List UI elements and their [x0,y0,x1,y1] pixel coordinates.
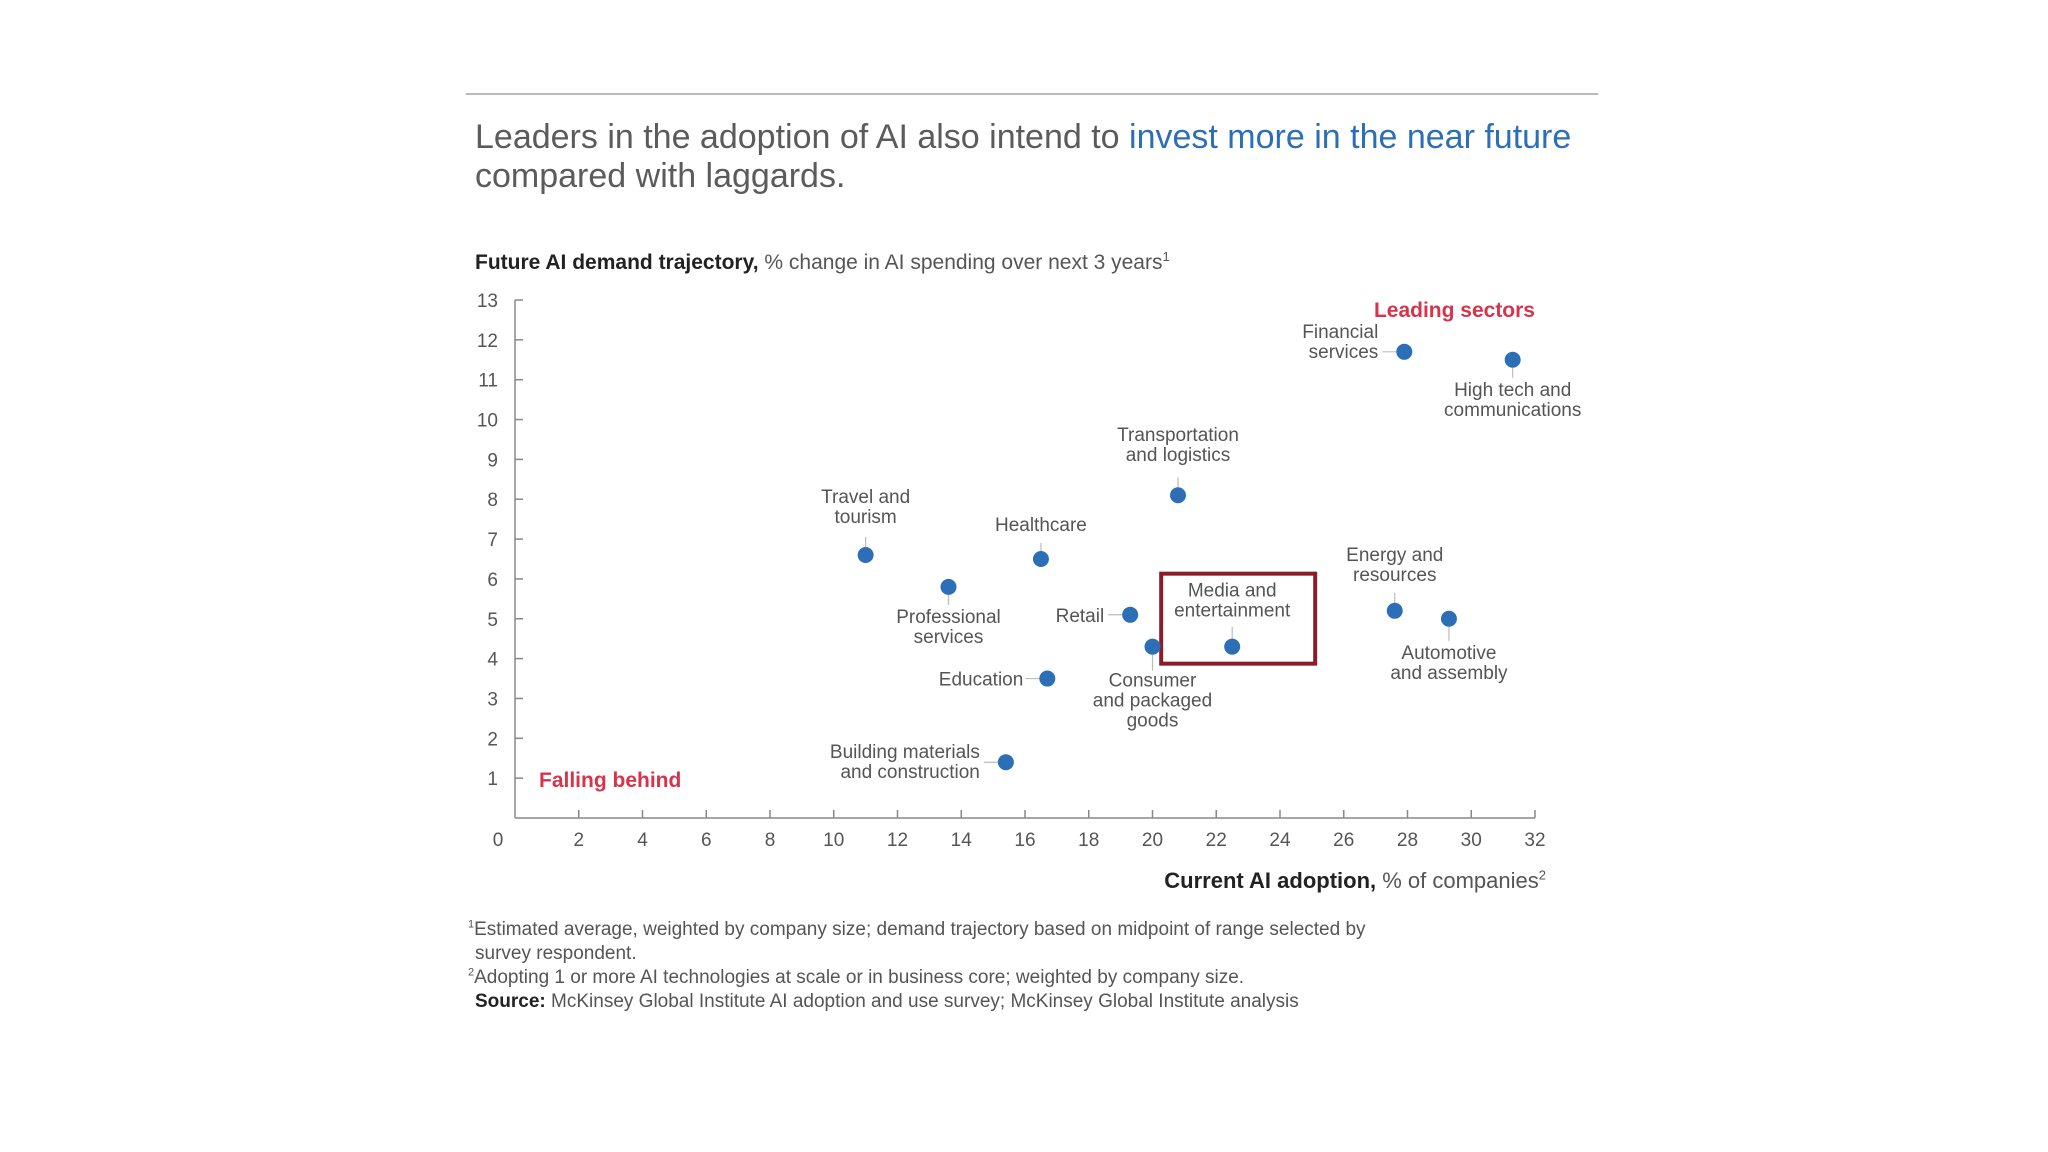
data-point [857,547,874,564]
highlight-box [1159,571,1318,666]
x-tick-label: 10 [823,830,844,851]
footnote-2-sup: 2 [468,966,475,979]
y-axis-title-rest: % change in AI spending over next 3 year… [758,251,1163,274]
x-tick-label: 12 [887,830,908,851]
data-point [1504,351,1521,368]
source-text: McKinsey Global Institute AI adoption an… [545,991,1299,1012]
x-axis-title: Current AI adoption, % of companies2 [1164,868,1546,894]
footnote-1: 1Estimated average, weighted by company … [468,918,1588,942]
point-label: Healthcare [995,515,1087,536]
footnote-1-line2: survey respondent. [475,943,637,964]
y-tick-label: 8 [487,490,498,511]
data-point [1396,343,1413,360]
data-point [940,578,957,595]
footnote-2: 2Adopting 1 or more AI technologies at s… [468,966,1588,990]
data-point [1224,638,1241,655]
y-tick-label: 4 [487,650,498,671]
top-divider [466,93,1598,95]
headline-highlight: invest more in the near future [1129,118,1572,156]
data-point [1440,610,1457,627]
y-tick-label: 2 [487,729,498,750]
y-axis-title: Future AI demand trajectory, % change in… [475,249,1170,275]
y-tick-label: 5 [487,610,498,631]
annotation-leading-sectors: Leading sectors [1374,299,1535,322]
source-label: Source: [475,991,546,1012]
headline-part2: compared with laggards. [475,157,846,195]
x-tick-label: 30 [1461,830,1482,851]
point-label: Travel and tourism [821,487,910,528]
x-tick-label: 4 [637,830,648,851]
footnote-2-text: Adopting 1 or more AI technologies at sc… [474,967,1245,988]
footnote-1-sup: 1 [468,918,475,931]
y-axis-title-bold: Future AI demand trajectory, [475,251,759,274]
x-tick-label: 18 [1078,830,1099,851]
point-label: Education [939,670,1024,691]
x-tick-label: 20 [1142,830,1163,851]
x-tick-label: 8 [765,830,776,851]
point-label: Professional services [896,607,1001,648]
x-axis-title-bold: Current AI adoption, [1164,868,1377,893]
data-point [1170,487,1186,504]
point-label: Financial services [1302,322,1378,363]
headline-part1: Leaders in the adoption of AI also inten… [475,118,1130,156]
x-tick-label: 6 [701,830,712,851]
y-tick-label: 10 [477,411,498,432]
x-tick-label: 2 [573,830,584,851]
point-label: Transportation and logistics [1117,425,1239,466]
x-tick-label: 24 [1269,830,1291,851]
x-tick-label: 28 [1397,830,1418,851]
data-point [1122,606,1139,623]
data-point [1144,638,1161,655]
point-label: Retail [1056,606,1105,627]
y-tick-label: 13 [477,291,498,312]
point-label: Media and entertainment [1174,581,1291,622]
x-tick-label: 16 [1014,830,1035,851]
footnote-1-line1: Estimated average, weighted by company s… [474,919,1366,940]
point-label: Energy and resources [1346,545,1443,586]
x-tick-label: 0 [493,830,504,851]
x-tick-label: 14 [951,830,973,851]
y-tick-label: 9 [487,450,498,471]
y-axis-title-sup: 1 [1162,249,1170,264]
chart-headline: Leaders in the adoption of AI also inten… [475,118,1595,196]
x-tick-label: 32 [1524,830,1545,851]
annotation-falling-behind: Falling behind [539,769,681,792]
footnote-1-cont: survey respondent. [468,942,1588,966]
x-axis-title-rest: % of companies [1376,868,1539,893]
x-axis-title-sup: 2 [1538,867,1546,883]
data-point [1032,551,1049,567]
y-tick-label: 1 [487,769,498,790]
x-tick-label: 26 [1333,830,1354,851]
x-tick-label: 22 [1206,830,1227,851]
source-line: Source: McKinsey Global Institute AI ado… [468,990,1588,1014]
y-tick-label: 11 [478,371,498,392]
data-point [997,754,1014,771]
y-tick-label: 3 [487,689,498,710]
point-label: High tech and communications [1444,380,1581,421]
y-tick-label: 6 [487,570,498,591]
point-label: Consumer and packaged goods [1093,671,1212,732]
point-label: Automotive and assembly [1390,643,1508,684]
y-tick-label: 12 [477,331,498,352]
data-point [1039,670,1056,687]
point-label: Building materials and construction [830,742,980,783]
data-point [1386,602,1403,619]
footnotes: 1Estimated average, weighted by company … [468,918,1588,1014]
y-tick-label: 7 [487,530,498,551]
